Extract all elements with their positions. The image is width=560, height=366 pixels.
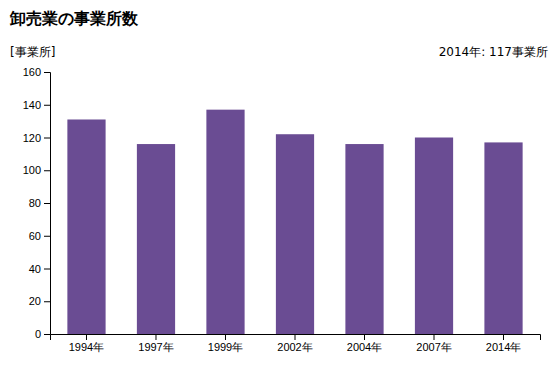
axis-domain: [44, 73, 51, 335]
tick: 2004年: [347, 334, 382, 353]
tick-mark: [86, 334, 87, 340]
tick-label: 2002年: [277, 341, 312, 353]
tick: 160: [23, 66, 50, 78]
tick-label: 80: [29, 197, 41, 209]
tick: 100: [23, 164, 50, 176]
x-axis: 1994年 1997年 1999年 2002年 2004年 2007年 2014年: [51, 334, 541, 353]
tick-mark: [44, 203, 50, 204]
tick-label: 1999年: [208, 341, 243, 353]
tick-label: 2004年: [347, 341, 382, 353]
tick-label: 1997年: [138, 341, 173, 353]
tick: 1999年: [208, 334, 243, 353]
bars: [67, 110, 522, 334]
tick-mark: [44, 334, 50, 335]
tick-mark: [44, 301, 50, 302]
tick: 20: [29, 295, 50, 307]
plot: 0 20 40 60 80 100 120 140 160 1994年 1997年 1999年 2002…: [23, 66, 541, 353]
tick-label: 160: [23, 66, 41, 78]
annotation: 2014年: 117事業所: [439, 45, 548, 59]
y-label: [事業所]: [10, 45, 55, 59]
tick-mark: [364, 334, 365, 340]
bar: [415, 138, 453, 335]
tick-label: 40: [29, 263, 41, 275]
tick-mark: [44, 236, 50, 237]
tick: 40: [29, 263, 50, 275]
bar: [206, 110, 244, 334]
axis-domain: [51, 335, 541, 341]
bar: [276, 134, 314, 334]
tick-mark: [44, 170, 50, 171]
chart: 卸売業の事業所数 [事業所] 2014年: 117事業所 0 20 40 60 80 100 12…: [0, 0, 560, 366]
tick-mark: [503, 334, 504, 340]
tick-mark: [44, 105, 50, 106]
bar: [67, 119, 105, 334]
tick-mark: [44, 72, 50, 73]
tick-label: 1994年: [69, 341, 104, 353]
tick-label: 100: [23, 164, 41, 176]
tick-mark: [434, 334, 435, 340]
tick: 2007年: [416, 334, 451, 353]
tick: 2014年: [486, 334, 521, 353]
tick-label: 0: [35, 328, 41, 340]
tick: 140: [23, 99, 50, 111]
tick-mark: [225, 334, 226, 340]
tick-mark: [295, 334, 296, 340]
tick: 120: [23, 132, 50, 144]
tick-label: 120: [23, 132, 41, 144]
y-axis: 0 20 40 60 80 100 120 140 160: [23, 66, 51, 340]
bar: [484, 142, 522, 334]
tick-mark: [155, 334, 156, 340]
tick: 1997年: [138, 334, 173, 353]
tick-label: 2014年: [486, 341, 521, 353]
tick: 60: [29, 230, 50, 242]
tick-label: 20: [29, 295, 41, 307]
tick-label: 140: [23, 99, 41, 111]
tick-mark: [44, 269, 50, 270]
tick: 80: [29, 197, 50, 209]
tick-mark: [44, 138, 50, 139]
tick-label: 2007年: [416, 341, 451, 353]
bar: [137, 144, 175, 334]
tick: 0: [35, 328, 50, 340]
title: 卸売業の事業所数: [9, 9, 139, 28]
bar: [345, 144, 383, 334]
tick-label: 60: [29, 230, 41, 242]
tick: 1994年: [69, 334, 104, 353]
tick: 2002年: [277, 334, 312, 353]
